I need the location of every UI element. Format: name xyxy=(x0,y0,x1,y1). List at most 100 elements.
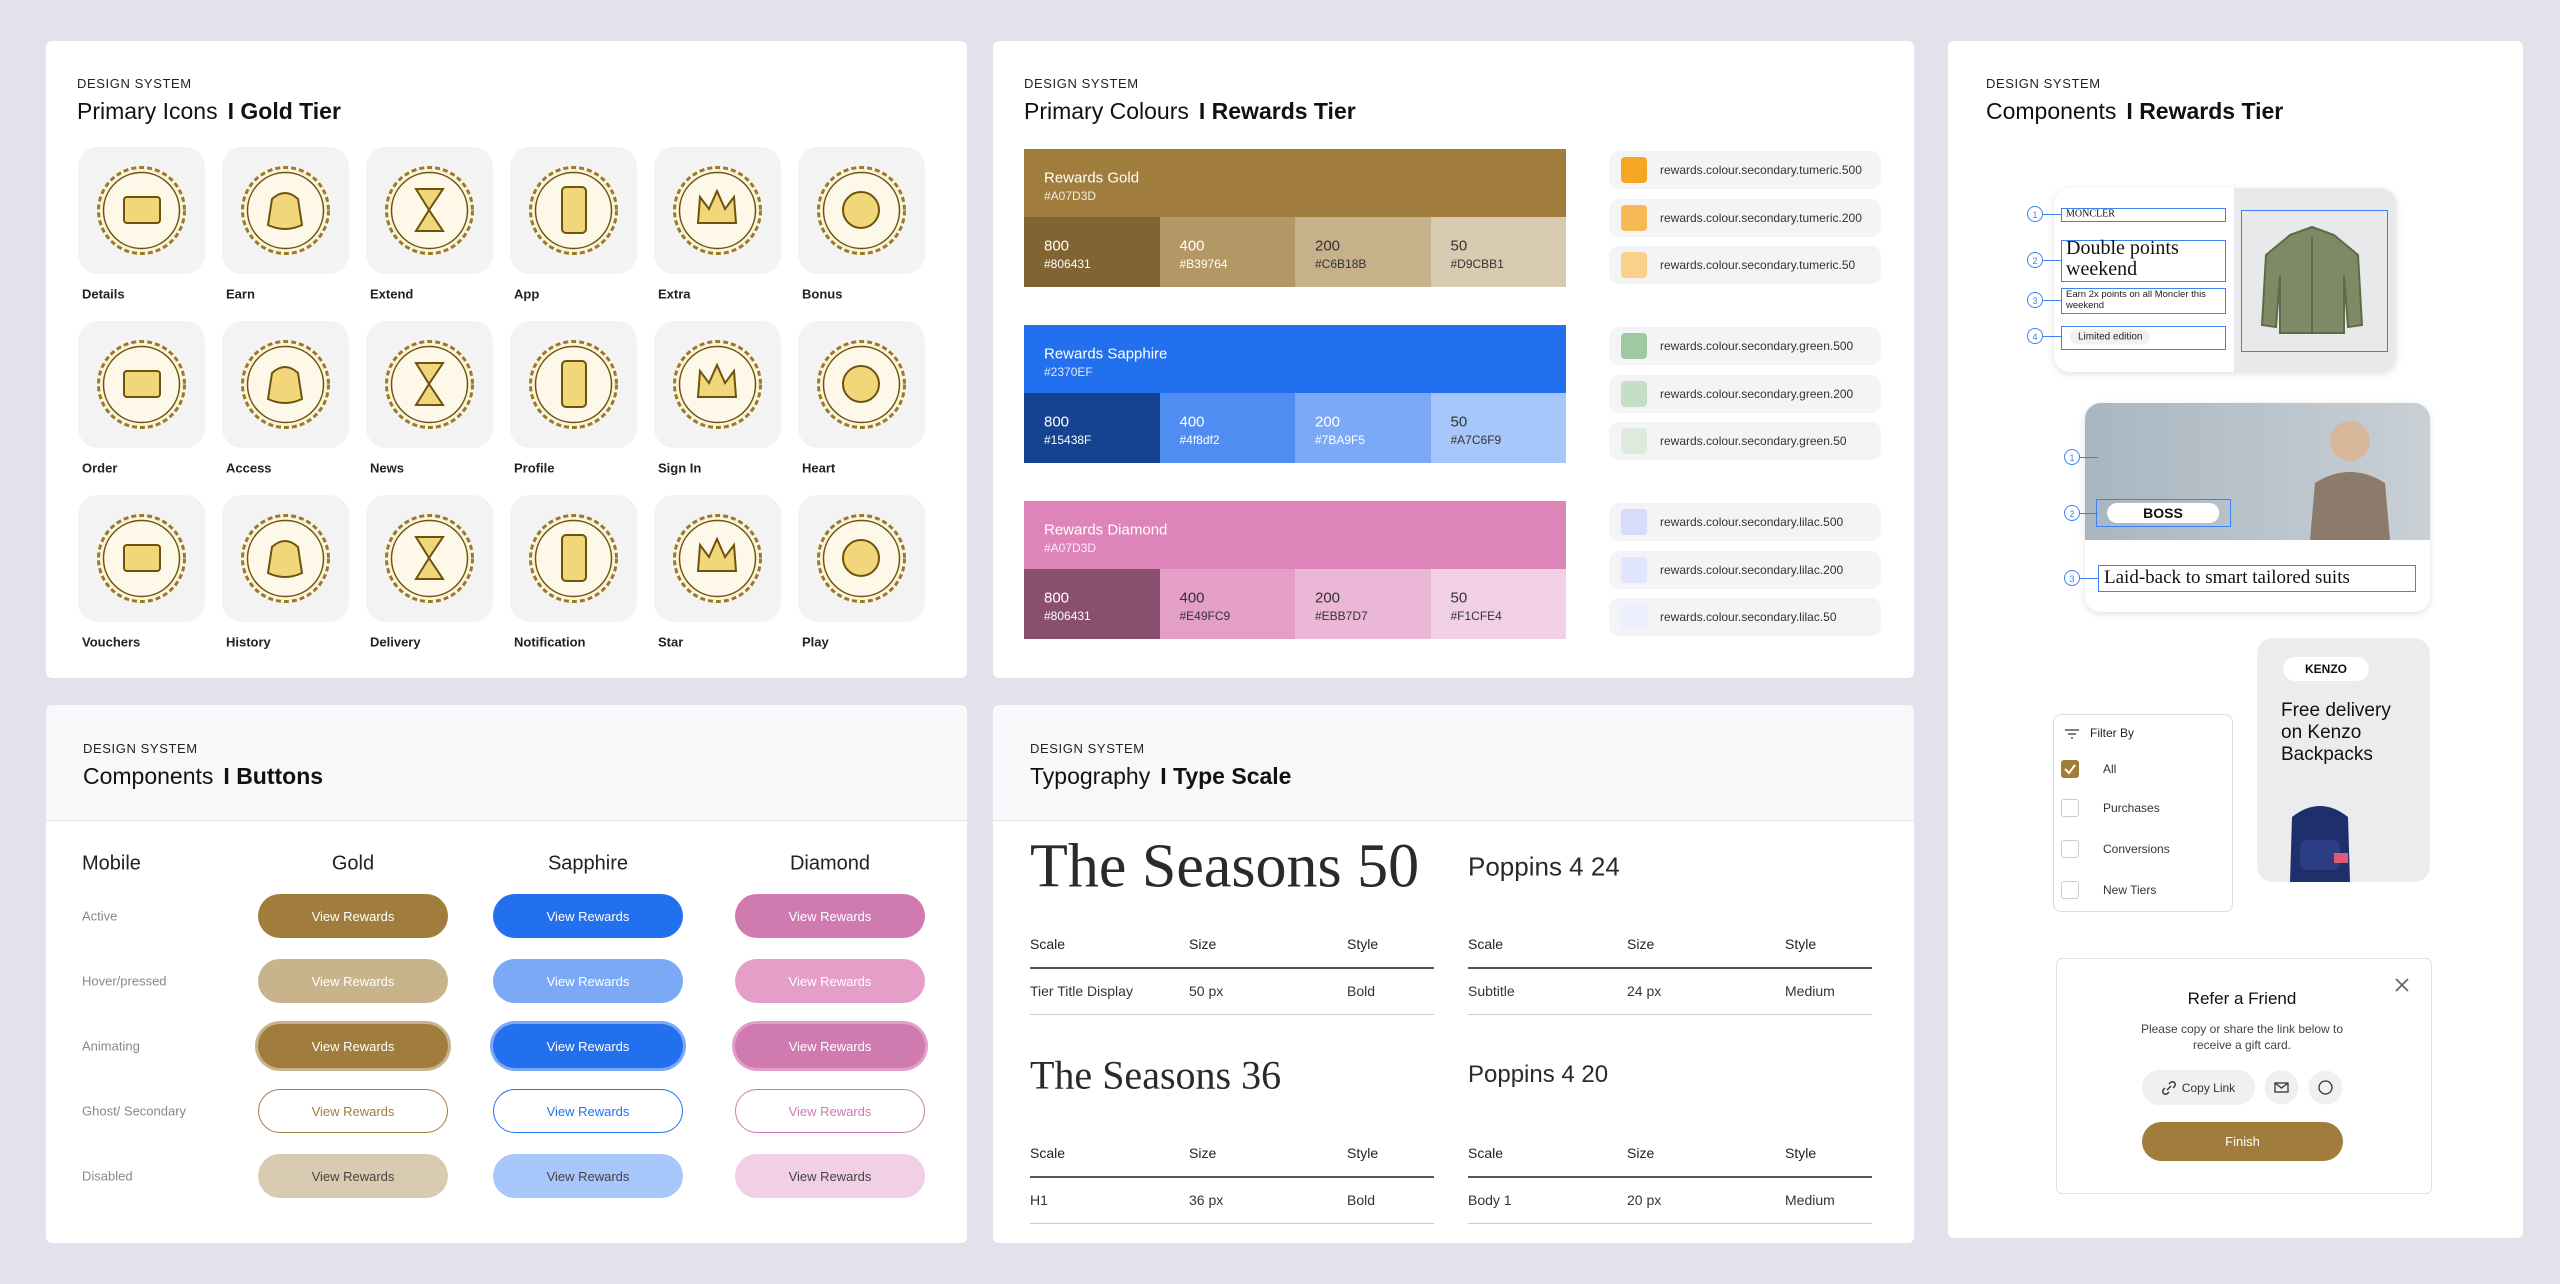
button-label: View Rewards xyxy=(788,1038,872,1054)
table-header: Style xyxy=(1785,936,1817,952)
backpack-pocket xyxy=(2300,840,2340,870)
marker: 2 xyxy=(2027,252,2043,268)
mail xyxy=(2274,1082,2289,1093)
mail-button xyxy=(2264,1070,2299,1105)
filter-title: Filter By xyxy=(2090,726,2135,740)
token-name: rewards.colour.secondary.lilac.500 xyxy=(1660,515,1844,529)
glyph xyxy=(696,362,738,398)
icon-medallion-graphic xyxy=(817,340,906,429)
token-pill xyxy=(1609,374,1881,413)
table-rule xyxy=(1468,967,1872,969)
button-label: View Rewards xyxy=(311,1038,395,1054)
token-name: rewards.colour.secondary.lilac.200 xyxy=(1660,562,1844,577)
icon-medallion-graphic xyxy=(241,514,330,603)
title-text: Typography xyxy=(1030,763,1151,789)
token-swatch xyxy=(1621,428,1647,454)
glyph xyxy=(266,366,304,404)
filter-icon xyxy=(2064,727,2080,739)
icon-label: Notification xyxy=(514,634,586,650)
button: View Rewards xyxy=(258,1024,448,1068)
token-swatch xyxy=(1621,380,1647,407)
panel-title: Typography I Type Scale xyxy=(1030,763,1291,790)
shade-hex: #B39764 xyxy=(1179,257,1228,271)
palette-name: Rewards Diamond xyxy=(1044,521,1168,539)
glyph xyxy=(561,534,587,582)
whatsapp-button xyxy=(2308,1070,2343,1105)
shade-swatch xyxy=(1430,569,1566,639)
icon-medallion xyxy=(654,495,781,622)
shade-hex: #E49FC9 xyxy=(1179,609,1231,623)
marker-line xyxy=(2080,578,2098,579)
button: View Rewards xyxy=(258,1089,448,1133)
refer-title: Refer a Friend xyxy=(2187,989,2297,1008)
shade-hex: #4f8df2 xyxy=(1179,433,1220,447)
panel-header xyxy=(46,705,967,821)
shade-swatch xyxy=(1024,393,1160,463)
shade-swatch xyxy=(1295,569,1431,639)
shade-hex: #D9CBB1 xyxy=(1450,257,1504,271)
state-label: Ghost/ Secondary xyxy=(82,1103,187,1119)
shade-hex: #C6B18B xyxy=(1315,257,1367,271)
icon-label: App xyxy=(514,286,540,302)
shade-label: 400 xyxy=(1179,413,1205,431)
button-label: View Rewards xyxy=(311,1103,395,1119)
table-rule xyxy=(1468,1176,1872,1178)
token-swatch xyxy=(1621,333,1647,359)
icon-label: Heart xyxy=(802,460,836,476)
state-label: Active xyxy=(82,908,118,924)
table-header: Style xyxy=(1785,1145,1817,1161)
glyph xyxy=(266,540,304,578)
icon-medallion xyxy=(222,495,349,622)
table-header: Scale xyxy=(1030,1145,1066,1161)
token-pill xyxy=(1609,422,1881,460)
token-swatch xyxy=(1621,204,1647,231)
shade-hex: #EBB7D7 xyxy=(1315,609,1368,623)
close-x xyxy=(2395,978,2409,992)
icon-label: History xyxy=(226,634,271,650)
title-bold: I Type Scale xyxy=(1160,763,1292,789)
icon-medallion-graphic xyxy=(97,166,186,255)
palette-name: Rewards Sapphire xyxy=(1044,345,1168,363)
shade-label: 800 xyxy=(1044,589,1070,607)
outline xyxy=(2098,565,2416,592)
panel-title: Primary Colours I Rewards Tier xyxy=(1024,98,1356,125)
shade-swatch xyxy=(1159,393,1295,463)
icon-medallion xyxy=(654,147,781,274)
button-label: View Rewards xyxy=(788,1103,872,1119)
column-header: Sapphire xyxy=(547,852,629,875)
token-swatch xyxy=(1621,556,1647,583)
table-cell: 20 px xyxy=(1627,1192,1662,1208)
button-label: View Rewards xyxy=(546,1038,630,1054)
mail-flap xyxy=(2274,1082,2289,1089)
table-header: Scale xyxy=(1030,936,1066,952)
shade-swatch xyxy=(1295,217,1431,287)
icon-label: News xyxy=(370,460,404,476)
button: View Rewards xyxy=(258,959,448,1003)
icon-medallion xyxy=(366,495,493,622)
icon-label: Order xyxy=(82,460,118,476)
title-text: Components xyxy=(83,763,214,789)
circle xyxy=(2308,1070,2343,1105)
finish-button: Finish xyxy=(2142,1122,2343,1161)
glyph xyxy=(696,188,738,224)
icon-medallion-graphic xyxy=(385,340,474,429)
link-path xyxy=(2161,1080,2176,1095)
table-header: Scale xyxy=(1468,1145,1504,1161)
button-label: View Rewards xyxy=(311,1168,395,1184)
table-cell: 36 px xyxy=(1189,1192,1224,1208)
icon-label: Extend xyxy=(370,286,414,302)
promo-headline: Double points weekend xyxy=(2066,237,2179,280)
table-cell: Bold xyxy=(1347,1192,1376,1208)
icon-medallion-graphic xyxy=(385,514,474,603)
button: View Rewards xyxy=(493,1089,683,1133)
icon-medallion-graphic xyxy=(817,166,906,255)
table-cell: Bold xyxy=(1347,983,1376,999)
table-cell: 24 px xyxy=(1627,983,1662,999)
table-header: Size xyxy=(1189,936,1217,952)
state-label: Disabled xyxy=(82,1168,133,1184)
backpack xyxy=(2270,795,2370,882)
state-label: Animating xyxy=(82,1038,140,1054)
button-label: View Rewards xyxy=(788,973,872,989)
palette-hex: #A07D3D xyxy=(1044,541,1097,555)
button-label: View Rewards xyxy=(546,973,630,989)
